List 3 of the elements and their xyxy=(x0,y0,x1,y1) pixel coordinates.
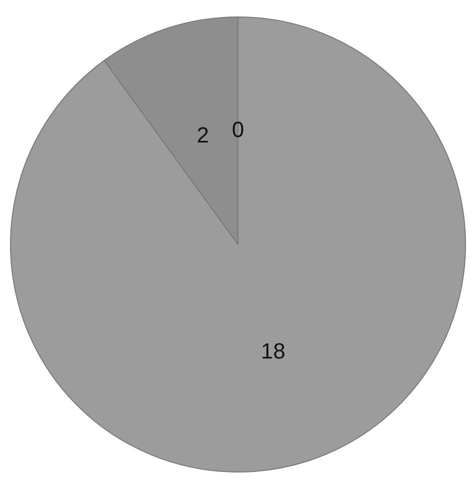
data-label: 2 xyxy=(196,122,209,148)
data-label: 18 xyxy=(260,338,286,364)
text: 0 xyxy=(232,116,244,142)
